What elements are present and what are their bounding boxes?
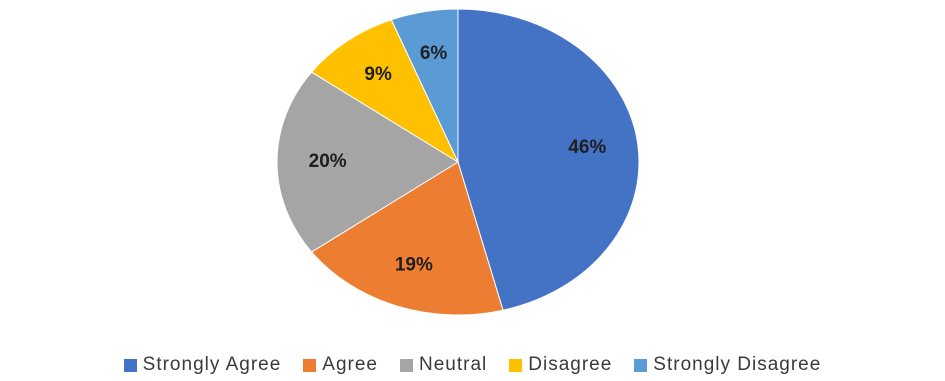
pie-slice-strongly-agree (457, 8, 640, 311)
legend-item-neutral: Neutral (400, 354, 487, 376)
legend-label-strongly-disagree: Strongly Disagree (653, 354, 822, 375)
pie-slice-strongly-disagree (390, 8, 459, 163)
data-label-strongly-disagree: 6% (420, 43, 448, 64)
legend-label-neutral: Neutral (419, 354, 488, 375)
legend-item-disagree: Disagree (509, 354, 612, 376)
pie-slice-disagree (310, 19, 460, 164)
legend-label-agree: Agree (322, 354, 378, 375)
legend-swatch-strongly-agree (123, 358, 137, 372)
legend-label-strongly-agree: Strongly Agree (142, 354, 282, 375)
chart-legend: Strongly Agree Agree Neutral Disagree St… (0, 352, 945, 378)
data-label-disagree: 9% (364, 64, 392, 85)
data-label-strongly-agree: 46% (568, 137, 606, 158)
legend-item-strongly-agree: Strongly Agree (123, 354, 282, 376)
pie-slice-agree (310, 161, 504, 316)
data-label-neutral: 20% (309, 151, 347, 172)
pie-slice-neutral (276, 71, 459, 253)
legend-label-disagree: Disagree (528, 354, 613, 375)
data-label-agree: 19% (395, 255, 433, 276)
legend-swatch-neutral (400, 358, 413, 372)
legend-item-agree: Agree (303, 354, 378, 376)
legend-swatch-agree (303, 358, 317, 372)
legend-item-strongly-disagree: Strongly Disagree (634, 354, 821, 376)
legend-swatch-disagree (509, 358, 523, 372)
legend-swatch-strongly-disagree (634, 358, 648, 372)
